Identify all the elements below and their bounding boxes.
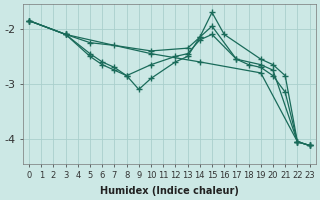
X-axis label: Humidex (Indice chaleur): Humidex (Indice chaleur): [100, 186, 239, 196]
